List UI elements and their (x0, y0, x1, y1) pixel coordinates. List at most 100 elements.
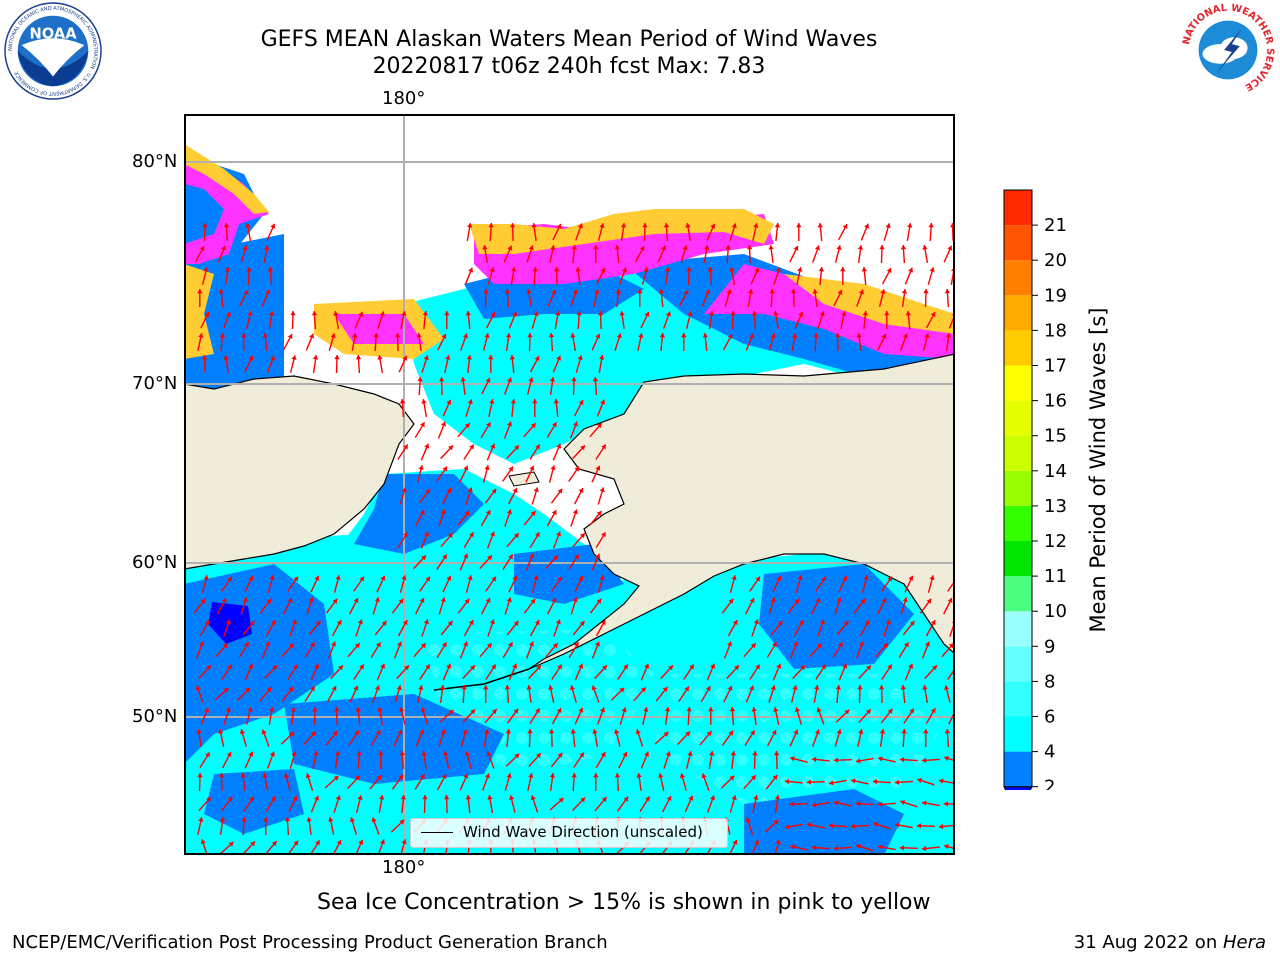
wind-wave-arrowhead (895, 822, 900, 828)
wind-wave-arrowhead (550, 465, 556, 471)
wind-wave-arrowhead (417, 377, 423, 382)
wind-wave-arrowhead (614, 773, 621, 778)
wind-wave-arrowhead (570, 729, 576, 734)
wind-wave-arrowhead (885, 223, 891, 229)
wind-wave-arrowhead (932, 665, 937, 671)
wind-wave-arrowhead (944, 756, 950, 762)
wind-wave-arrowhead (686, 267, 692, 272)
wind-wave-arrowhead (784, 778, 790, 785)
wind-wave-arrowhead (939, 778, 944, 784)
colorbar-cell (1004, 435, 1032, 471)
wave-patch-south (204, 769, 304, 834)
wind-wave-arrowhead (440, 509, 446, 515)
wind-wave-arrowhead (247, 707, 253, 712)
wind-wave-arrowhead (292, 795, 298, 801)
wind-wave-arrowhead (269, 751, 275, 757)
wind-wave-arrowhead (397, 729, 403, 735)
wind-wave-arrowhead (755, 576, 760, 582)
wind-wave-arrowhead (353, 598, 359, 603)
wind-wave-arrowhead (357, 795, 363, 800)
wind-wave-arrowhead (945, 333, 952, 338)
wind-wave-arrowhead (571, 377, 577, 382)
wind-wave-arrowhead (819, 311, 825, 317)
wind-wave-arrowhead (879, 729, 886, 734)
colorbar-cell (1004, 225, 1032, 261)
wind-wave-arrowhead (311, 311, 318, 316)
wind-wave-arrowhead (842, 575, 848, 581)
wind-wave-arrowhead (198, 817, 204, 822)
wind-wave-arrowhead (639, 246, 645, 251)
wind-wave-arrowhead (203, 575, 209, 581)
wind-wave-arrowhead (600, 752, 606, 758)
wind-wave-arrowhead (504, 289, 511, 294)
wind-wave-arrowhead (591, 685, 597, 691)
wind-wave-arrowhead (859, 641, 864, 647)
wind-wave-arrowhead (727, 641, 732, 647)
sea-ice-east-edge (784, 274, 954, 334)
wind-wave-arrowhead (880, 289, 886, 294)
wind-wave-arrowhead (334, 751, 341, 756)
wind-wave-arrowhead (571, 245, 577, 250)
wind-wave-arrowhead (530, 511, 536, 516)
wind-wave-arrowhead (396, 685, 402, 691)
colorbar-cell (1004, 646, 1032, 682)
wind-wave-arrowhead (623, 796, 629, 802)
wind-wave-arrowhead (621, 707, 627, 713)
wind-wave-arrowhead (709, 751, 715, 756)
wind-wave-arrowhead (378, 751, 384, 756)
wind-wave-arrowhead (355, 775, 361, 781)
wind-wave-arrowhead (665, 751, 671, 757)
wind-wave-arrowhead (664, 267, 671, 272)
wind-wave-arrowhead (811, 845, 817, 851)
wind-wave-arrowhead (551, 598, 557, 603)
wind-wave-arrowhead (645, 796, 650, 802)
wind-wave-arrowhead (621, 267, 627, 273)
wind-wave-arrowhead (418, 465, 424, 471)
wind-wave-arrowhead (402, 355, 408, 361)
wind-wave-arrowhead (664, 707, 671, 712)
wind-wave-arrowhead (616, 333, 622, 339)
sea-ice-north-edge (469, 209, 774, 254)
wind-wave-arrowhead (284, 773, 290, 778)
wind-wave-arrowhead (705, 686, 711, 692)
wind-wave-arrowhead (683, 290, 689, 295)
wind-wave-arrowhead (264, 245, 270, 250)
wind-wave-arrowhead (357, 619, 363, 625)
wind-wave-arrowhead (747, 245, 753, 250)
wind-wave-arrowhead (556, 708, 562, 713)
wind-wave-arrowhead (856, 844, 862, 850)
lat-label-60: 60°N (132, 552, 178, 573)
wind-wave-arrowhead (379, 795, 385, 800)
wind-wave-arrowhead (812, 802, 817, 808)
wind-wave-arrowhead (578, 575, 584, 581)
wind-wave-arrowhead (404, 665, 409, 671)
wind-wave-arrowhead (921, 845, 927, 852)
wind-wave-arrowhead (749, 685, 755, 691)
wind-wave-arrowhead (513, 708, 519, 714)
wind-wave-arrowhead (614, 245, 620, 250)
wind-wave-arrowhead (806, 779, 812, 785)
wind-wave-arrowhead (467, 399, 473, 405)
wind-wave-arrowhead (380, 575, 386, 581)
wind-wave-arrowhead (470, 665, 475, 671)
wind-wave-arrowhead (727, 334, 733, 339)
wind-wave-arrowhead (642, 223, 648, 228)
wind-wave-arrowhead (359, 664, 364, 670)
wind-wave-arrowhead (930, 708, 936, 714)
wind-wave-arrowhead (840, 267, 846, 272)
wind-wave-arrowhead (930, 312, 936, 317)
wind-wave-arrowhead (580, 445, 585, 451)
wind-wave-arrowhead (751, 311, 758, 316)
wind-wave-arrowhead (401, 487, 407, 493)
wind-wave-arrowhead (469, 532, 474, 538)
wind-wave-arrowhead (753, 223, 759, 228)
wind-wave-arrowhead (857, 685, 863, 690)
wind-wave-arrowhead (771, 730, 777, 735)
wind-wave-arrowhead (448, 710, 454, 715)
wind-wave-arrowhead (227, 576, 232, 582)
wind-wave-arrowhead (776, 663, 782, 669)
wind-wave-arrowhead (768, 245, 774, 250)
wind-wave-arrowhead (356, 751, 362, 756)
wind-wave-arrowhead (658, 773, 664, 778)
wind-wave-arrowhead (881, 333, 887, 339)
